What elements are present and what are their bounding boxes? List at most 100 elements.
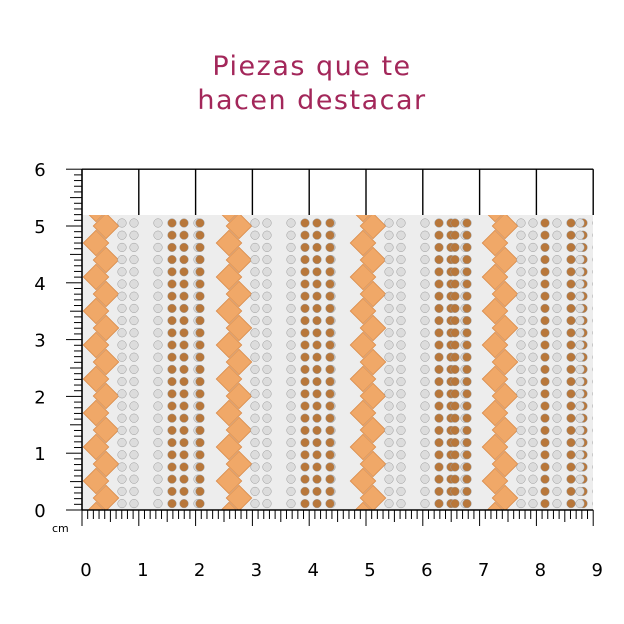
round-stone: [396, 267, 406, 277]
round-stone: [552, 230, 562, 240]
round-stone: [434, 425, 444, 435]
round-stone: [325, 450, 335, 460]
round-stone: [528, 499, 538, 509]
round-stone: [434, 413, 444, 423]
round-stone: [384, 450, 394, 460]
round-stone: [552, 425, 562, 435]
orange-crystal: [215, 501, 243, 510]
round-stone: [420, 474, 430, 484]
round-stone: [262, 303, 272, 313]
round-stone: [384, 425, 394, 435]
orange-crystal: [225, 416, 253, 444]
round-stone: [462, 474, 472, 484]
x-tick-label: 0: [80, 560, 91, 581]
round-stone: [462, 218, 472, 228]
round-stone: [396, 401, 406, 411]
round-stone: [117, 316, 127, 326]
orange-crystal: [215, 297, 243, 325]
round-stone: [167, 474, 177, 484]
round-stone: [312, 328, 322, 338]
round-stone: [195, 230, 205, 240]
round-stone: [396, 486, 406, 496]
round-stone: [552, 389, 562, 399]
round-stone: [325, 389, 335, 399]
round-stone: [516, 486, 526, 496]
round-stone: [396, 438, 406, 448]
round-stone: [250, 267, 260, 277]
round-stone: [325, 486, 335, 496]
round-stone: [286, 462, 296, 472]
orange-crystal: [215, 229, 243, 257]
round-stone: [420, 267, 430, 277]
round-stone: [286, 401, 296, 411]
round-stone: [129, 340, 139, 350]
round-stone: [129, 401, 139, 411]
orange-crystal: [225, 450, 253, 478]
round-stone: [516, 242, 526, 252]
round-stone: [540, 377, 550, 387]
round-stone: [592, 403, 593, 409]
round-stone: [575, 352, 585, 362]
orange-crystal: [349, 467, 377, 495]
round-stone: [384, 230, 394, 240]
round-stone: [575, 230, 585, 240]
round-stone: [179, 499, 189, 509]
round-stone: [153, 425, 163, 435]
y-tick-label: 6: [34, 160, 45, 181]
round-stone: [434, 462, 444, 472]
round-stone: [286, 425, 296, 435]
round-stone: [167, 340, 177, 350]
round-stone: [286, 486, 296, 496]
round-stone: [575, 364, 585, 374]
round-stone: [300, 389, 310, 399]
round-stone: [434, 303, 444, 313]
round-stone: [286, 413, 296, 423]
round-stone: [528, 328, 538, 338]
round-stone: [552, 352, 562, 362]
round-stone: [153, 474, 163, 484]
round-stone: [434, 328, 444, 338]
round-stone: [566, 267, 576, 277]
orange-crystal: [82, 433, 110, 461]
orange-crystal: [481, 501, 509, 510]
round-stone: [592, 428, 593, 433]
product-image: [82, 215, 593, 510]
orange-crystal: [82, 501, 110, 510]
round-stone: [462, 377, 472, 387]
round-stone: [117, 364, 127, 374]
round-stone: [450, 352, 460, 362]
round-stone: [312, 450, 322, 460]
round-stone: [129, 291, 139, 301]
round-stone: [312, 255, 322, 265]
orange-crystal: [225, 382, 253, 410]
round-stone: [179, 486, 189, 496]
round-stone: [396, 389, 406, 399]
round-stone: [312, 474, 322, 484]
round-stone: [325, 425, 335, 435]
round-stone: [384, 413, 394, 423]
round-stone: [250, 450, 260, 460]
round-stone: [540, 279, 550, 289]
round-stone: [262, 377, 272, 387]
round-stone: [117, 230, 127, 240]
round-stone: [286, 242, 296, 252]
round-stone: [312, 267, 322, 277]
round-stone: [262, 364, 272, 374]
round-stone: [250, 303, 260, 313]
round-stone: [516, 462, 526, 472]
round-stone: [250, 340, 260, 350]
round-stone: [528, 389, 538, 399]
orange-crystal: [349, 365, 377, 393]
round-stone: [566, 279, 576, 289]
round-stone: [396, 291, 406, 301]
round-stone: [250, 389, 260, 399]
round-stone: [396, 425, 406, 435]
round-stone: [286, 389, 296, 399]
round-stone: [592, 306, 593, 311]
round-stone: [117, 486, 127, 496]
round-stone: [286, 499, 296, 509]
round-stone: [528, 462, 538, 472]
round-stone: [566, 230, 576, 240]
round-stone: [575, 340, 585, 350]
round-stone: [153, 230, 163, 240]
